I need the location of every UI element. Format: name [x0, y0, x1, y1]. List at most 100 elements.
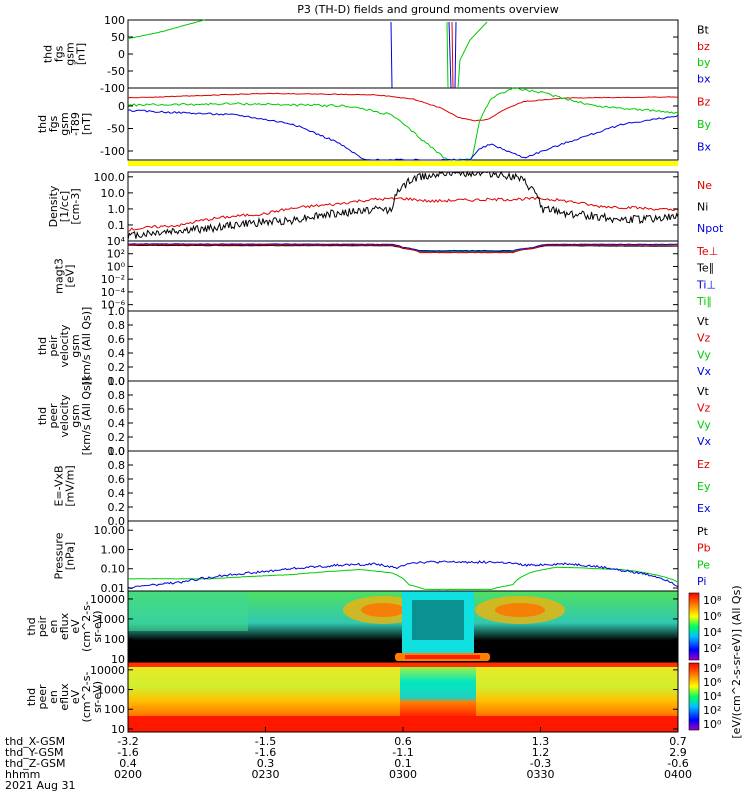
ion-hot-core-right	[495, 603, 545, 617]
legend-ion_velocity-Vt: Vt	[697, 315, 710, 328]
xrow-label: thd_Y-GSM	[5, 746, 64, 759]
ytick-label-fgs: 50	[111, 31, 125, 44]
colorbar-tick-lower: 10⁰	[703, 718, 722, 731]
chart-title: P3 (TH-D) fields and ground moments over…	[297, 3, 559, 16]
legend-fgs-bz: bz	[697, 40, 710, 53]
ylabel-pressure: Pressure[nPa]	[53, 532, 77, 579]
ytick-label-pressure: 1.00	[101, 543, 126, 556]
ytick-label-ion_spec: 10000	[90, 593, 125, 606]
ylabel-line: fgs	[47, 115, 60, 132]
ytick-label-electron_velocity: 0.6	[108, 403, 126, 416]
colorbar-tick-upper: 10²	[703, 642, 721, 655]
ylabel-line: [mV/m]	[64, 465, 77, 506]
legend-electron_velocity-Vy: Vy	[697, 418, 711, 431]
panel-frame-pressure	[127, 520, 679, 592]
ytick-label-pressure: 0.10	[101, 563, 126, 576]
ylabel-line: eflux	[58, 612, 71, 640]
legend-temperature-Te⊥: Te⊥	[696, 245, 718, 258]
colorbar: [eV/(cm^2-s-sr-eV)] (All Qs) 10⁸ 10⁶ 10⁴ 10…	[688, 585, 743, 739]
colorbar-tick-lower: 10⁴	[703, 690, 722, 703]
xtick-y: -1.6	[255, 746, 276, 759]
legend-fgs_dipole-Bx: Bx	[697, 141, 712, 154]
ion-hot-core-left	[361, 603, 405, 617]
colorbar-lower	[688, 662, 700, 731]
ytick-label-fgs_dipole: 0	[118, 100, 125, 113]
xtick-x: -1.5	[255, 735, 276, 748]
ylabel-line: gsm	[64, 42, 77, 65]
ytick-label-fgs_dipole: -100	[100, 145, 125, 158]
ylabel-line: Pressure	[53, 532, 66, 579]
ytick-label-electron_spec: 10000	[90, 664, 125, 677]
xtick-hhmm: 0330	[527, 768, 555, 781]
ylabel-line: peir	[36, 615, 49, 637]
legends: Bt bz by bx Bz By Bx Ne Ni Npot Te⊥ Te∥ Ti⊥ Ti∥ Vt Vz Vy…	[696, 24, 724, 588]
ion-low-energy-core	[405, 655, 480, 659]
ytick-label-efield: 0.2	[108, 501, 126, 514]
ytick-label-electron_velocity: 0.8	[108, 389, 126, 402]
electron-top-band	[128, 662, 678, 667]
xrow-label: thd_X-GSM	[5, 735, 65, 748]
ylabel-line: eV	[69, 619, 82, 634]
ylabel-line: E=-VxB	[53, 465, 66, 506]
legend-density-Ne: Ne	[697, 179, 712, 192]
ytick-label-density: 0.1	[108, 219, 126, 232]
series-dipole-by	[127, 87, 679, 161]
ylabel-line: [km/s (All Qs)]	[80, 307, 93, 386]
series-fgs-by-spike	[446, 21, 449, 89]
series-fgs-by-recover	[457, 21, 488, 89]
legend-ion_velocity-Vz: Vz	[697, 332, 711, 345]
ylabel-line: peir	[47, 335, 60, 357]
xrow-label: hhmm	[5, 768, 40, 781]
ylabel-line: [nT]	[75, 43, 88, 65]
xtick-y: -1.1	[392, 746, 413, 759]
series-density-ne	[127, 196, 679, 232]
legend-temperature-Ti∥: Ti∥	[696, 295, 712, 308]
panel-frame-density	[127, 171, 679, 242]
xtick-y: -1.6	[117, 746, 138, 759]
ytick-label-ion_spec: 10	[111, 653, 125, 666]
ylabel-line: peer	[36, 684, 49, 710]
ylabel-line: thd	[42, 45, 55, 63]
colorbar-tick-upper: 10⁸	[703, 594, 722, 607]
colorbar-label: [eV/(cm^2-s-sr-eV)] (All Qs)	[730, 585, 743, 738]
xtick-z: 0.1	[394, 757, 412, 770]
ytick-label-pressure: 0.01	[101, 582, 126, 595]
series-dipole-bx	[127, 109, 679, 161]
ytick-label-electron_spec: 10	[111, 723, 125, 736]
ylabel-line: [1/cc]	[58, 191, 71, 222]
series-dipole-bz	[127, 92, 679, 122]
xtick-z: 0.4	[119, 757, 137, 770]
ylabel-line: (cm^2-s-	[80, 672, 93, 723]
ylabel-line: [eV]	[64, 265, 77, 288]
series-temp-te-par	[128, 244, 679, 253]
xtick-z: 0.3	[257, 757, 275, 770]
legend-ion_velocity-Vx: Vx	[697, 365, 712, 378]
ion-spectrogram-band	[128, 591, 248, 631]
xtick-hhmm: 0200	[114, 768, 142, 781]
colorbar-tick-upper: 10⁶	[703, 610, 722, 623]
ylabel-line: gsm	[69, 334, 82, 357]
series-fgs-by-early	[127, 19, 206, 39]
series-fgs-bx-spike-3	[454, 21, 457, 89]
legend-efield-Ey: Ey	[697, 480, 711, 493]
ytick-label-efield: 1.0	[108, 445, 126, 458]
ylabel-line: thd	[36, 337, 49, 355]
series-temp-te-perp	[127, 244, 678, 254]
ylabel-line: thd	[36, 407, 49, 425]
xtick-hhmm: 0400	[664, 768, 692, 781]
ytick-label-efield: 0.0	[108, 515, 126, 528]
legend-fgs_dipole-By: By	[697, 118, 712, 131]
colorbar-upper	[688, 592, 700, 661]
legend-temperature-Te∥: Te∥	[696, 262, 714, 275]
xtick-x: 1.3	[532, 735, 550, 748]
ytick-label-efield: 0.4	[108, 487, 126, 500]
ylabel-line: (cm^2-s-	[80, 601, 93, 652]
ytick-label-temperature: 10²	[107, 248, 125, 261]
ytick-label-electron_velocity: 1.0	[108, 375, 126, 388]
ytick-label-fgs: 0	[118, 48, 125, 61]
ylabel-line: en	[47, 620, 60, 634]
ytick-label-fgs: 100	[104, 14, 125, 27]
colorbar-tick-lower: 10⁸	[703, 662, 722, 675]
